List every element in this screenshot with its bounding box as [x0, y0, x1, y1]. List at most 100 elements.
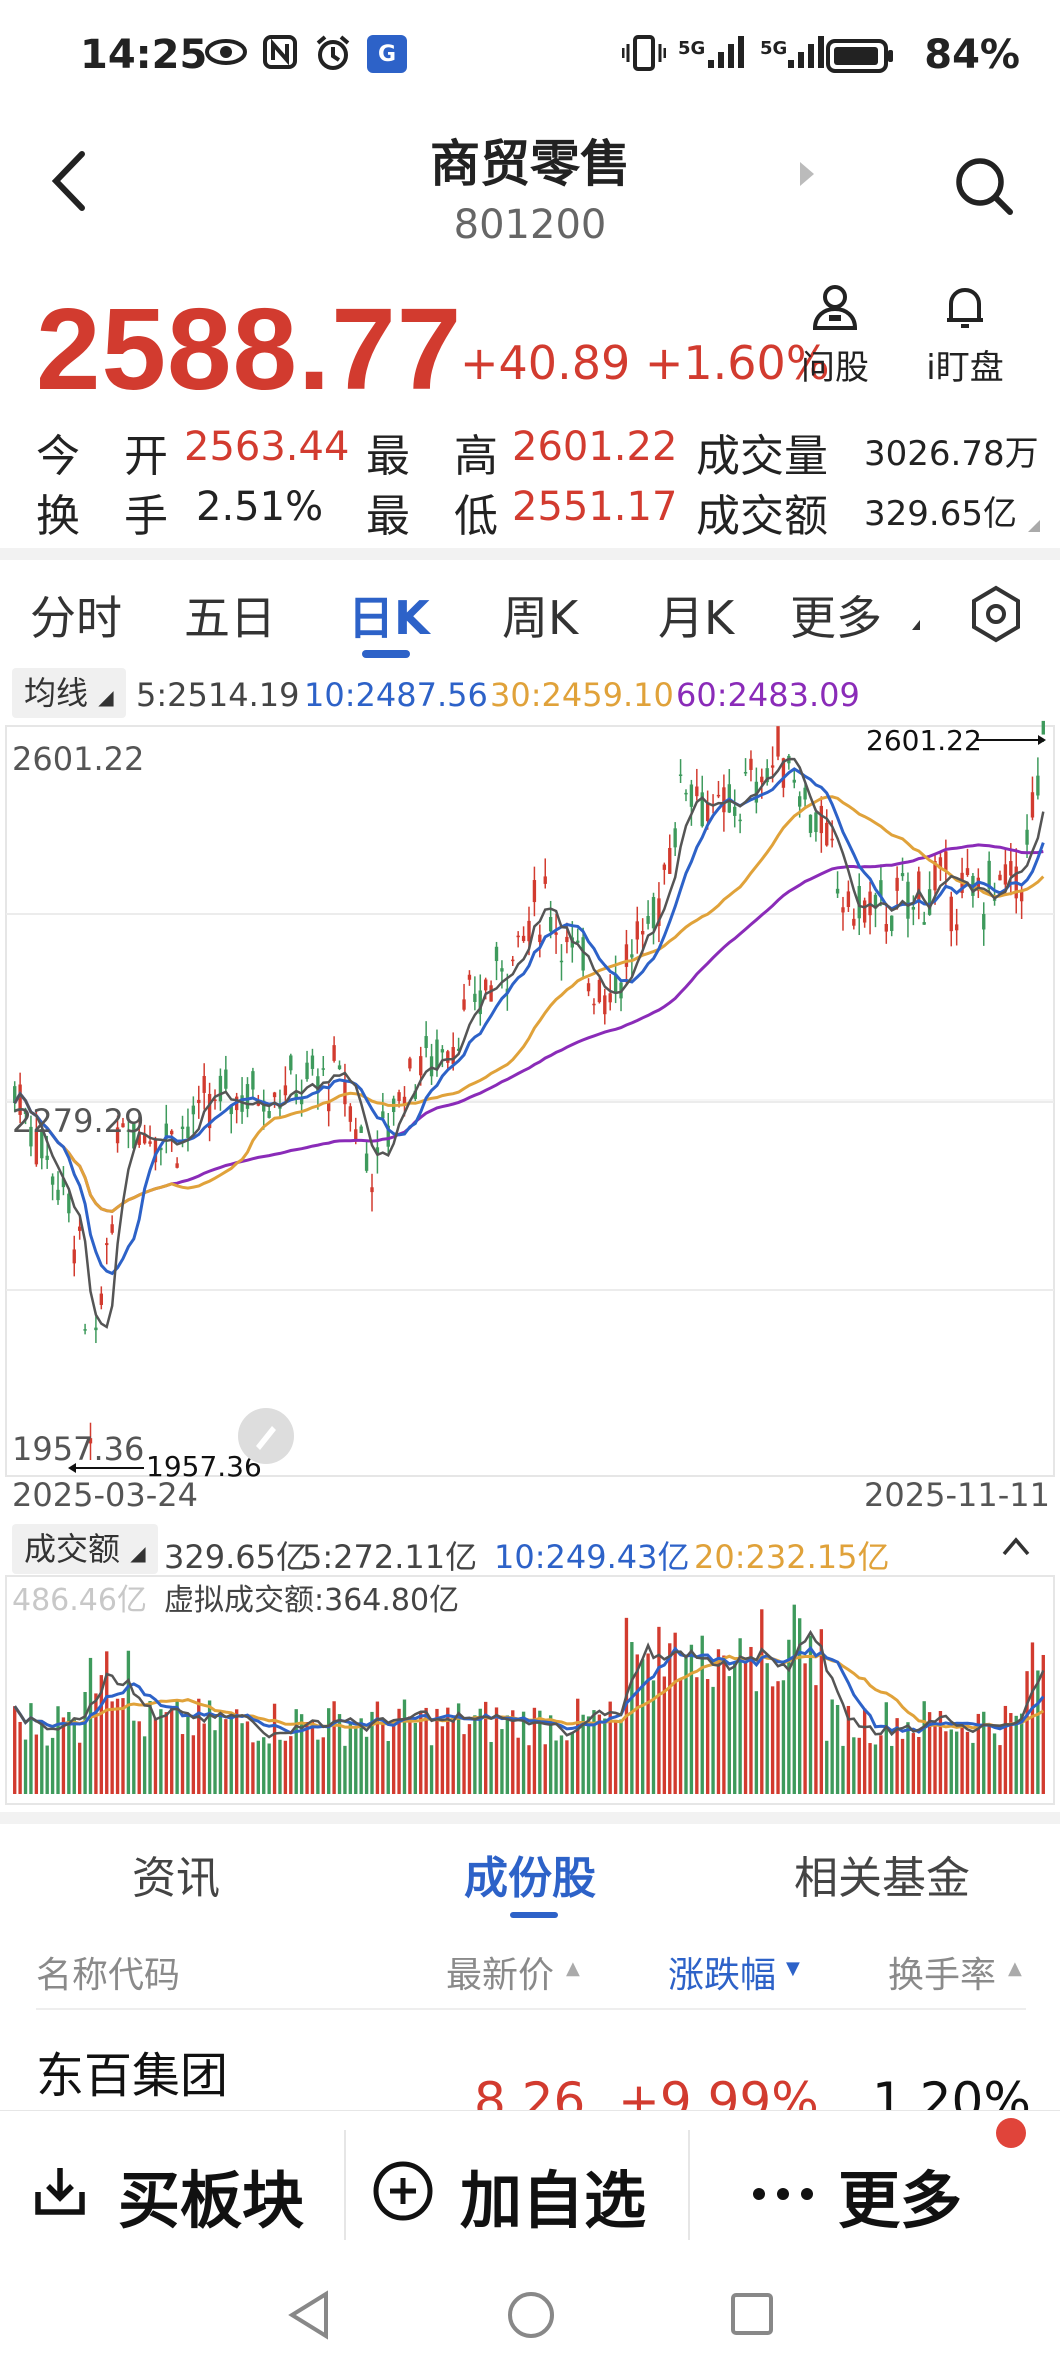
- volume-bar: [1041, 1654, 1045, 1794]
- ma60-line: [13, 843, 1044, 1213]
- candles: [13, 720, 1045, 1460]
- volume-bar: [224, 1719, 228, 1794]
- kline-chart[interactable]: 2601.22 2279.29 1957.36 2601.22 1957.36 …: [0, 720, 1060, 1510]
- volume-bar: [662, 1676, 667, 1794]
- candle-body: [673, 828, 677, 848]
- watch-button[interactable]: i盯盘: [910, 280, 1020, 389]
- candle-body: [927, 889, 932, 915]
- volume-bar: [954, 1731, 959, 1794]
- col-turnover[interactable]: 换手率: [888, 1955, 997, 1996]
- nav-recents-icon[interactable]: [730, 2292, 774, 2340]
- candle-body: [164, 1123, 168, 1139]
- volume-bar: [451, 1719, 455, 1794]
- sort-turnover-icon[interactable]: ▲: [1008, 1958, 1022, 1979]
- candle-body: [933, 861, 937, 891]
- tab-related-funds[interactable]: 相关基金: [794, 1853, 970, 1904]
- table-row[interactable]: 东百集团 8.26 +9.99% 1.20%: [0, 2012, 1060, 2112]
- tab-news[interactable]: 资讯: [132, 1853, 220, 1904]
- candle-body: [289, 1055, 293, 1071]
- candle-body: [743, 772, 748, 774]
- volume-bar: [500, 1729, 504, 1794]
- tab-weekly-k[interactable]: 周K: [502, 591, 579, 645]
- volume-bar: [310, 1721, 315, 1794]
- volume-bar: [240, 1723, 244, 1794]
- settings-icon[interactable]: [966, 584, 1026, 648]
- sort-change-icon[interactable]: ▼: [786, 1958, 800, 1979]
- collapse-icon[interactable]: [1000, 1534, 1032, 1562]
- col-price[interactable]: 最新价: [446, 1955, 555, 1996]
- candle-body: [624, 944, 629, 967]
- turnover-value: 2.51%: [196, 484, 324, 530]
- tab-more[interactable]: 更多: [790, 591, 882, 645]
- volume-ma20: 20:232.15亿: [694, 1538, 890, 1576]
- buy-sector-button[interactable]: 买板块: [118, 2164, 305, 2237]
- volume-bar: [890, 1745, 894, 1794]
- candle-body: [917, 871, 921, 901]
- volume-bar: [462, 1734, 466, 1794]
- volume-bar: [976, 1713, 981, 1794]
- watch-label: i盯盘: [926, 348, 1004, 388]
- tab-daily-k[interactable]: 日K: [348, 591, 430, 645]
- ask-stock-button[interactable]: 问股: [780, 280, 890, 389]
- more-button[interactable]: 更多: [838, 2164, 963, 2237]
- volume-bar: [77, 1742, 82, 1794]
- candle-body: [852, 918, 856, 926]
- ma-selector[interactable]: 均线 ◢: [12, 668, 126, 718]
- tab-five-day[interactable]: 五日: [184, 591, 276, 645]
- expand-corner-icon[interactable]: [1028, 520, 1040, 532]
- next-index-icon[interactable]: [800, 162, 814, 186]
- volume-bar: [532, 1707, 537, 1794]
- candle-body: [511, 959, 515, 962]
- tab-monthly-k[interactable]: 月K: [658, 591, 735, 645]
- volume-bar: [635, 1654, 639, 1794]
- volume-bar: [716, 1649, 721, 1794]
- volume-bar: [375, 1701, 380, 1794]
- candle-body: [998, 874, 1002, 881]
- volume-bar: [743, 1660, 748, 1794]
- volume-bar: [792, 1604, 796, 1794]
- candle-body: [592, 1003, 596, 1006]
- candle-body: [548, 917, 553, 932]
- volume-bar: [982, 1711, 986, 1794]
- col-change[interactable]: 涨跌幅: [668, 1955, 777, 1996]
- back-icon[interactable]: [50, 150, 90, 211]
- row-change: +9.99%: [618, 2072, 819, 2112]
- volume-bar: [657, 1626, 661, 1794]
- volume-chart[interactable]: 486.46亿 虚拟成交额:364.80亿: [0, 1572, 1060, 1812]
- candle-body: [678, 774, 683, 776]
- candle-body: [283, 1085, 288, 1096]
- candle-body: [370, 1187, 374, 1193]
- volume-bar: [56, 1706, 60, 1794]
- candle-body: [646, 915, 650, 924]
- volume-bar: [348, 1722, 353, 1794]
- low-value: 2551.17: [512, 484, 678, 530]
- volume-bar: [770, 1686, 775, 1794]
- candle-body: [776, 726, 780, 757]
- candle-body: [814, 812, 818, 833]
- nav-back-icon[interactable]: [286, 2290, 332, 2344]
- search-icon[interactable]: [952, 154, 1016, 218]
- volume-bar: [229, 1712, 233, 1794]
- candle-body: [835, 888, 840, 894]
- nav-home-icon[interactable]: [506, 2290, 556, 2344]
- volume-selector[interactable]: 成交额 ◢: [12, 1524, 158, 1574]
- candle-body: [29, 1126, 33, 1147]
- tab-intraday[interactable]: 分时: [30, 591, 122, 645]
- volume-bar: [846, 1705, 851, 1794]
- volume-bar: [808, 1635, 813, 1794]
- candle-body: [337, 1065, 342, 1070]
- col-name: 名称代码: [36, 1955, 181, 1996]
- tab-constituents[interactable]: 成份股: [464, 1853, 596, 1904]
- candle-body: [521, 935, 526, 941]
- sort-price-icon[interactable]: ▲: [566, 1958, 580, 1979]
- candle-body: [251, 1071, 255, 1090]
- candle-body: [354, 1129, 358, 1140]
- volume-bar: [917, 1736, 921, 1794]
- add-watchlist-button[interactable]: 加自选: [460, 2164, 647, 2237]
- ma5-value: 5:2514.19: [136, 676, 300, 714]
- volume-bar: [478, 1708, 482, 1794]
- volume-bar: [803, 1663, 807, 1794]
- candle-body: [34, 1130, 39, 1165]
- candle-body: [987, 860, 991, 889]
- candle-body: [77, 1226, 82, 1231]
